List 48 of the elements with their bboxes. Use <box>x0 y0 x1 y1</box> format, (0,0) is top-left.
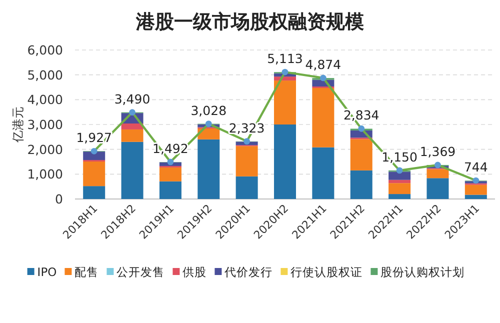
legend-label: 股份认购权计划 <box>380 265 465 279</box>
legend-label: 公开发售 <box>116 265 165 279</box>
bar <box>83 186 106 199</box>
bar <box>388 172 411 180</box>
bar <box>121 142 144 199</box>
legend-label: 配售 <box>74 265 99 279</box>
bar <box>426 178 449 199</box>
data-label: 3,490 <box>114 91 150 106</box>
legend-label: 行使认股权证 <box>290 265 363 279</box>
bar <box>464 194 487 199</box>
y-axis-title: 亿港元 <box>11 106 25 144</box>
y-tick-label: 5,000 <box>27 67 64 82</box>
bar <box>464 184 487 195</box>
bar <box>274 80 296 124</box>
bar <box>198 139 220 199</box>
bar <box>312 147 334 199</box>
bar <box>388 194 411 199</box>
bar <box>236 176 258 199</box>
bar <box>236 146 258 176</box>
bar <box>159 181 182 199</box>
bar <box>350 170 372 199</box>
y-tick-label: 2,000 <box>27 142 64 157</box>
legend-label: 代价发行 <box>224 265 273 279</box>
bar <box>83 152 106 160</box>
y-tick-label: 3,000 <box>27 117 64 132</box>
bar <box>388 180 411 184</box>
bar <box>274 124 296 199</box>
bar <box>312 88 334 148</box>
data-label: 5,113 <box>267 51 303 66</box>
y-tick-label: 6,000 <box>27 42 64 58</box>
y-tick-label: 0 <box>55 192 64 206</box>
data-label: 744 <box>464 160 488 175</box>
bar <box>83 162 106 186</box>
bar <box>121 124 144 130</box>
bar <box>388 183 411 194</box>
bar <box>426 169 449 178</box>
bar <box>121 129 144 142</box>
data-label: 1,369 <box>420 144 456 160</box>
chart-title: 港股一级市场股权融资规模 <box>135 11 364 33</box>
y-tick-label: 1,000 <box>27 166 64 182</box>
y-tick-label: 4,000 <box>27 92 64 108</box>
legend-label: IPO <box>37 265 57 279</box>
bar <box>350 139 372 170</box>
data-label: 3,028 <box>190 102 227 118</box>
bar <box>198 128 220 140</box>
bar <box>159 167 182 182</box>
data-label: 4,874 <box>305 56 342 72</box>
legend-label: 供股 <box>182 265 207 279</box>
